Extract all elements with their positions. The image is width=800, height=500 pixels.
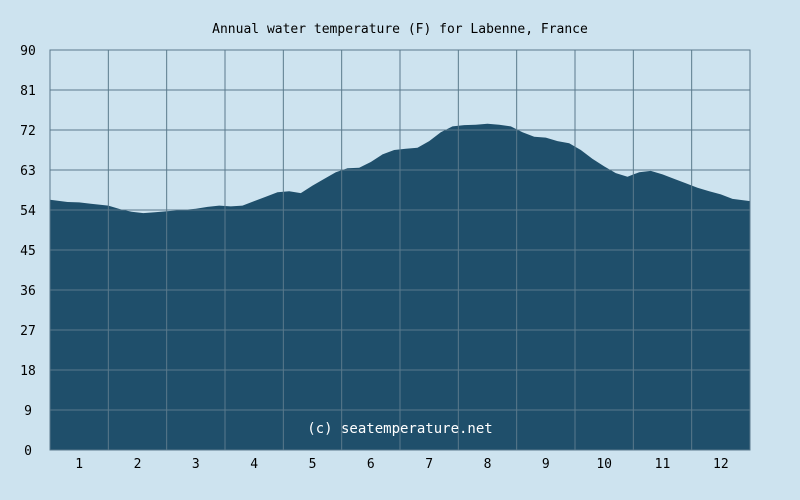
- y-tick-label: 36: [20, 284, 36, 299]
- y-axis-tick-labels: 0 9 18 27 36 45 54 63 72 81 90: [20, 44, 36, 459]
- y-tick-label: 90: [20, 44, 36, 59]
- x-tick-label: 9: [542, 457, 550, 472]
- x-tick-label: 11: [655, 457, 671, 472]
- chart-title: Annual water temperature (F) for Labenne…: [212, 22, 588, 37]
- y-tick-label: 72: [20, 124, 36, 139]
- y-tick-label: 45: [20, 244, 36, 259]
- x-tick-label: 7: [425, 457, 433, 472]
- x-tick-label: 3: [192, 457, 200, 472]
- x-tick-label: 10: [596, 457, 612, 472]
- y-tick-label: 18: [20, 364, 36, 379]
- x-tick-label: 5: [309, 457, 317, 472]
- x-tick-label: 2: [134, 457, 142, 472]
- x-tick-label: 4: [250, 457, 258, 472]
- x-axis-tick-labels: 1 2 3 4 5 6 7 8 9 10 11 12: [75, 457, 728, 472]
- y-tick-label: 9: [24, 404, 32, 419]
- y-tick-label: 27: [20, 324, 36, 339]
- grid-lines: [50, 50, 750, 450]
- y-tick-label: 63: [20, 164, 36, 179]
- x-tick-label: 1: [75, 457, 83, 472]
- plot-border: [49, 49, 751, 451]
- x-tick-label: 8: [484, 457, 492, 472]
- x-tick-label: 6: [367, 457, 375, 472]
- x-tick-label: 12: [713, 457, 729, 472]
- y-tick-label: 54: [20, 204, 36, 219]
- y-tick-label: 81: [20, 84, 36, 99]
- y-tick-label: 0: [24, 444, 32, 459]
- credit-text: (c) seatemperature.net: [307, 421, 492, 437]
